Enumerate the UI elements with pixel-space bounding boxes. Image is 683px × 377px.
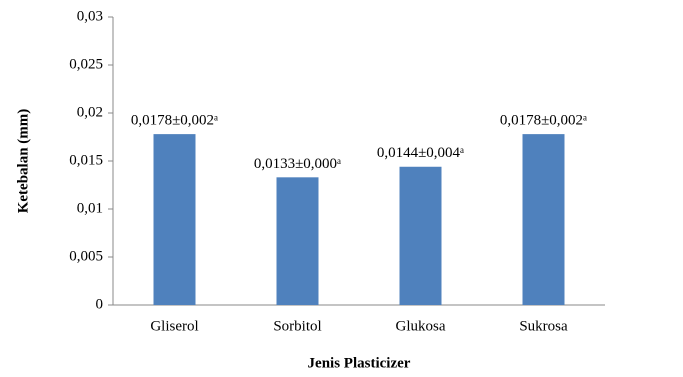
x-tick-label: Sukrosa	[519, 318, 568, 334]
y-tick-label: 0	[96, 296, 104, 312]
x-tick-label: Glukosa	[396, 318, 446, 334]
bar	[522, 134, 565, 305]
y-tick-label: 0,03	[77, 8, 103, 24]
y-tick-label: 0,025	[69, 56, 103, 72]
y-tick-label: 0,02	[77, 104, 103, 120]
bar	[153, 134, 196, 305]
bar	[399, 166, 442, 305]
x-tick-label: Sorbitol	[273, 318, 321, 334]
value-label: 0,0178±0,002ᵃ	[500, 113, 587, 129]
y-axis-label: Ketebalan (mm)	[15, 109, 31, 214]
value-label: 0,0144±0,004ᵃ	[377, 145, 464, 161]
y-tick-label: 0,015	[69, 152, 103, 168]
bar	[276, 177, 319, 305]
x-tick-label: Gliserol	[150, 318, 198, 334]
value-label: 0,0133±0,000ᵃ	[254, 156, 341, 172]
x-axis-label: Jenis Plasticizer	[308, 355, 411, 371]
value-label: 0,0178±0,002ᵃ	[131, 113, 218, 129]
y-tick-label: 0,01	[77, 200, 103, 216]
y-tick-label: 0,005	[69, 248, 103, 264]
